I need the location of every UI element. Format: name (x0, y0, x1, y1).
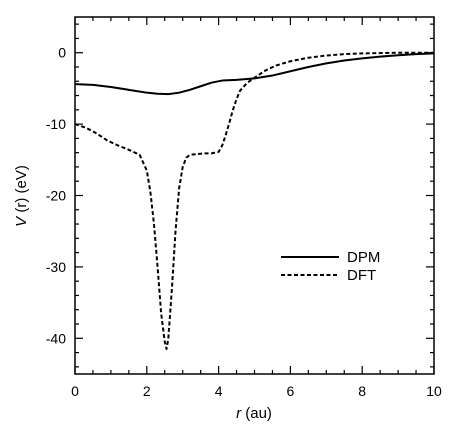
y-axis-label-var: V (13, 215, 30, 227)
x-tick-label: 6 (287, 383, 295, 399)
x-tick-label: 10 (426, 383, 442, 399)
ticks (74, 17, 435, 374)
x-tick-label: 0 (71, 383, 79, 399)
x-axis-label-var: r (236, 405, 242, 422)
x-axis-label: r (au) (236, 405, 272, 422)
tick-labels: 0 2 4 6 8 10 0 -10 -20 -30 -40 (46, 45, 442, 399)
legend: DPM DFT (281, 249, 380, 284)
y-axis-label-arg: (r) (13, 198, 30, 213)
x-axis-label-unit: (au) (245, 405, 272, 422)
series-line-dpm (74, 52, 435, 96)
series-group (74, 51, 435, 351)
y-tick-label: -30 (46, 259, 66, 275)
x-tick-label: 2 (143, 383, 151, 399)
legend-label-dft: DFT (347, 267, 376, 284)
y-axis-label-unit: (eV) (13, 165, 30, 193)
y-tick-label: -40 (46, 330, 66, 346)
x-tick-label: 4 (215, 383, 223, 399)
series-line-dft (74, 51, 434, 351)
legend-label-dpm: DPM (347, 249, 380, 266)
y-tick-label: -20 (46, 188, 66, 204)
x-tick-label: 8 (358, 383, 366, 399)
y-axis-label: V (r) (eV) (13, 165, 30, 227)
y-tick-label: 0 (58, 45, 66, 61)
y-tick-label: -10 (46, 116, 66, 132)
plot-frame (74, 16, 435, 375)
